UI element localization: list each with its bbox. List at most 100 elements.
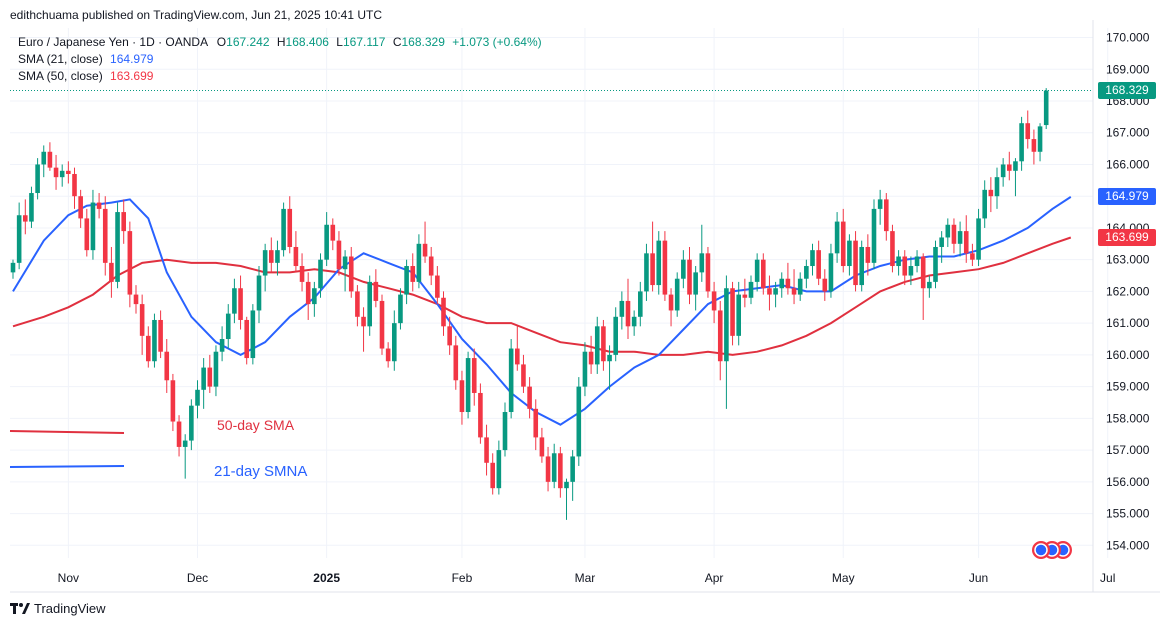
candle-body <box>502 412 508 451</box>
publisher-caption: edithchuama published on TradingView.com… <box>10 8 383 22</box>
event-markers[interactable] <box>1032 541 1072 559</box>
candle-body <box>687 259 692 295</box>
candle-body <box>318 259 323 289</box>
candle-body <box>275 250 280 263</box>
candle-body <box>170 380 176 422</box>
price-tick-label: 162.000 <box>1106 284 1150 298</box>
tradingview-brand: TradingView <box>34 601 106 616</box>
time-tick-label: 2025 <box>313 571 340 585</box>
candle-body <box>588 351 594 365</box>
candle-body <box>330 224 336 241</box>
high-value: 168.406 <box>285 35 329 49</box>
candle-body <box>299 266 305 282</box>
candle-body <box>1043 90 1049 126</box>
time-tick-label: Mar <box>575 571 596 585</box>
candle-body <box>146 335 151 362</box>
candle-body <box>471 358 477 393</box>
sma50-legend[interactable]: SMA (50, close) 163.699 <box>18 69 153 83</box>
candle-body <box>490 462 495 489</box>
candle-body <box>840 221 846 267</box>
tradingview-logo[interactable]: TradingView <box>10 601 106 616</box>
candle-body <box>951 224 957 244</box>
price-tick-label: 161.000 <box>1106 316 1150 330</box>
candle-body <box>730 288 735 336</box>
candle-body <box>957 231 963 244</box>
candle-body <box>785 278 791 289</box>
candle-body <box>1031 139 1037 152</box>
price-tick-label: 155.000 <box>1106 507 1150 521</box>
candle-body <box>933 246 938 282</box>
candle-body <box>158 319 163 352</box>
candle-body <box>10 262 16 273</box>
candle-body <box>594 326 600 365</box>
candle-body <box>896 256 901 267</box>
candle-body <box>336 240 342 270</box>
candle-body <box>16 215 22 263</box>
candle-body <box>201 367 206 390</box>
candle-body <box>601 326 606 362</box>
time-tick-label: Dec <box>187 571 208 585</box>
candle-body <box>115 212 120 282</box>
candle-body <box>127 231 133 295</box>
candle-body <box>1007 164 1012 171</box>
candle-body <box>754 259 760 282</box>
candle-body <box>305 281 311 305</box>
candle-body <box>994 177 1000 197</box>
price-tick-label: 157.000 <box>1106 443 1150 457</box>
candle-body <box>545 456 551 482</box>
candle-body <box>133 294 139 305</box>
last-price-label: 168.329 <box>1098 82 1156 100</box>
candle-body <box>355 291 360 317</box>
candle-body <box>631 316 637 327</box>
candle-body <box>963 231 969 254</box>
candle-body <box>662 240 668 295</box>
sma50-line <box>12 236 1072 356</box>
sma50-legend-value: 163.699 <box>110 69 154 83</box>
candle-body <box>109 262 114 282</box>
legend-21-smna-line <box>9 465 125 468</box>
candle-body <box>441 297 446 327</box>
candle-body <box>717 310 723 362</box>
candle-body <box>398 294 403 324</box>
price-axis[interactable]: 170.000169.000168.000167.000166.000165.0… <box>1092 20 1150 592</box>
symbol-name[interactable]: Euro / Japanese Yen · 1D · OANDA <box>18 35 208 49</box>
candle-body <box>791 288 797 295</box>
candle-body <box>828 253 834 292</box>
candle-body <box>884 199 889 232</box>
sma21-legend[interactable]: SMA (21, close) 164.979 <box>18 52 153 66</box>
time-axis[interactable]: Nov Dec 2025 Feb Mar Apr May Jun Jul <box>10 571 1160 593</box>
candle-body <box>447 326 452 346</box>
price-tick-label: 163.000 <box>1106 253 1150 267</box>
candle-body <box>324 224 329 260</box>
candle-body <box>607 354 612 362</box>
low-label: L <box>336 35 343 49</box>
candle-body <box>392 323 397 362</box>
candle-body <box>748 281 754 298</box>
candle-body <box>293 246 299 267</box>
candle-body <box>890 231 895 267</box>
candle-body <box>693 272 698 295</box>
candle-body <box>244 319 249 359</box>
price-tick-label: 158.000 <box>1106 411 1150 425</box>
candle-body <box>1019 123 1024 162</box>
candle-body <box>865 246 871 263</box>
candle-body <box>914 256 920 267</box>
candle-body <box>644 253 649 292</box>
candle-body <box>35 164 40 194</box>
candle-body <box>478 392 483 438</box>
close-label: C <box>392 35 402 49</box>
candle-body <box>1025 123 1031 140</box>
candle-body <box>877 199 883 209</box>
candle-body <box>465 358 471 413</box>
candle-body <box>920 256 926 289</box>
event-marker-inner-icon <box>1034 543 1048 557</box>
candle-body <box>453 345 459 381</box>
symbol-ohlc-line: Euro / Japanese Yen · 1D · OANDA O167.24… <box>18 35 542 49</box>
candle-body <box>551 453 557 482</box>
open-value: 167.242 <box>226 35 270 49</box>
candle-body <box>182 440 188 447</box>
candle-body <box>225 313 231 340</box>
candle-body <box>139 304 145 336</box>
candle-body <box>804 266 809 279</box>
